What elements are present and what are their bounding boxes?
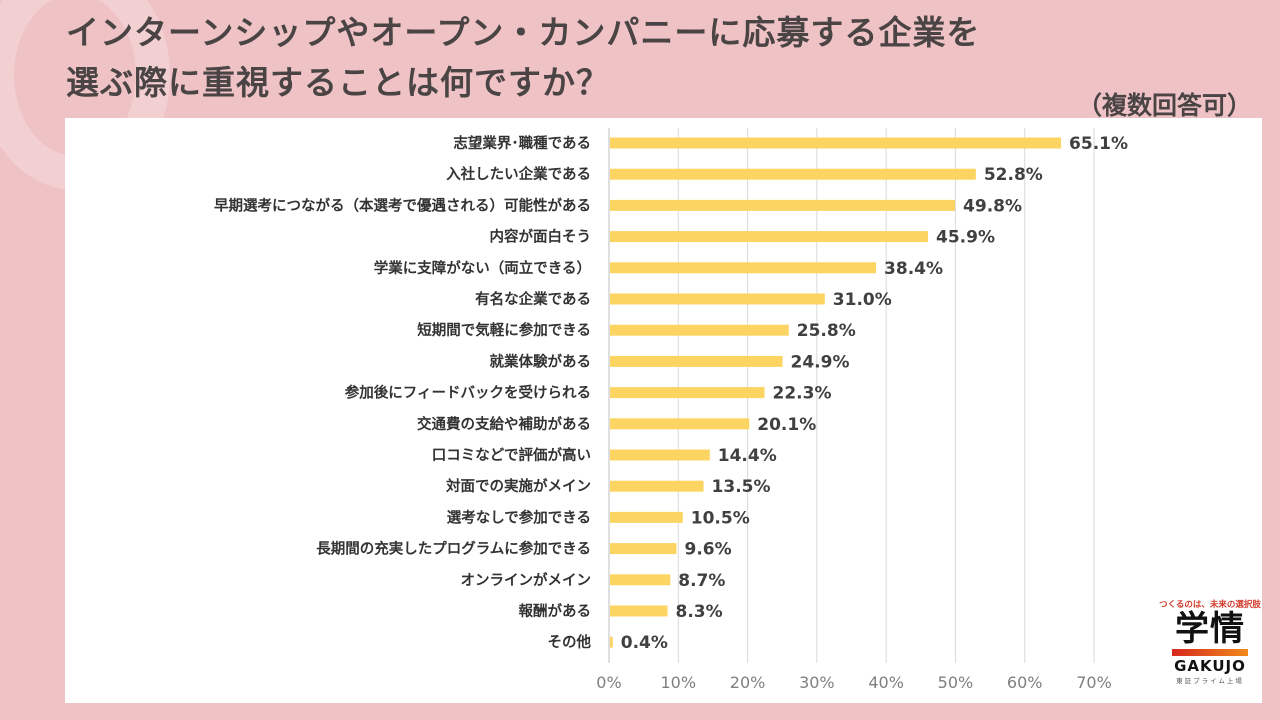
category-label: 入社したい企業である	[446, 165, 591, 183]
bar	[610, 387, 765, 399]
value-label: 65.1%	[1069, 134, 1128, 154]
category-label: 交通費の支給や補助がある	[417, 415, 591, 433]
bar	[610, 355, 783, 367]
category-label: 早期選考につながる（本選考で優遇される）可能性がある	[214, 196, 591, 214]
bar	[610, 543, 677, 555]
gakujo-logo: つくるのは、未来の選択肢 学情 GAKUJO 東証プライム上場	[1148, 598, 1272, 685]
logo-tagline: つくるのは、未来の選択肢	[1159, 600, 1261, 610]
x-tick-label: 30%	[799, 673, 835, 692]
category-label: 口コミなどで評価が高い	[432, 446, 591, 464]
bar	[610, 293, 825, 305]
bar-row: 口コミなどで評価が高い 14.4%	[432, 446, 777, 466]
value-label: 22.3%	[773, 384, 832, 404]
bar	[610, 636, 613, 648]
value-label: 9.6%	[685, 540, 732, 560]
bar-row: 交通費の支給や補助がある 20.1%	[417, 415, 816, 435]
bar	[610, 605, 668, 617]
value-label: 10.5%	[691, 508, 750, 528]
bar	[610, 480, 704, 492]
chart-panel: 0% 10% 20% 30% 40% 50% 60% 70% 志望業界･職種である 65.1% 入社…	[65, 118, 1262, 703]
logo-roman: GAKUJO	[1174, 657, 1246, 675]
value-label: 14.4%	[718, 446, 777, 466]
category-label: 内容が面白そう	[490, 228, 592, 246]
bar-row: 学業に支障がない（両立できる） 38.4%	[374, 259, 943, 279]
value-label: 31.0%	[833, 290, 892, 310]
multiple-answers-note: （複数回答可）	[1076, 91, 1252, 120]
value-label: 52.8%	[984, 165, 1043, 185]
value-label: 38.4%	[884, 259, 943, 279]
x-tick-label: 20%	[730, 673, 766, 692]
category-label: オンラインがメイン	[461, 571, 592, 589]
bar-row: 短期間で気軽に参加できる 25.8%	[417, 321, 855, 341]
value-label: 0.4%	[621, 633, 668, 653]
page-title: インターンシップやオープン・カンパニーに応募する企業を 選ぶ際に重視することは何…	[66, 8, 980, 108]
bar-row: 内容が面白そう 45.9%	[490, 228, 996, 248]
bar	[610, 199, 956, 211]
bar-chart: 0% 10% 20% 30% 40% 50% 60% 70% 志望業界･職種である 65.1% 入社…	[214, 128, 1128, 692]
logo-gradient-bar	[1172, 649, 1248, 656]
x-tick-label: 10%	[661, 673, 697, 692]
value-label: 8.7%	[678, 571, 725, 591]
x-tick-label: 50%	[938, 673, 974, 692]
bar	[610, 449, 710, 461]
bar-row: 有名な企業である 31.0%	[475, 290, 892, 310]
bar	[610, 137, 1062, 149]
logo-listing: 東証プライム上場	[1176, 677, 1244, 685]
category-label: 短期間で気軽に参加できる	[417, 321, 591, 339]
value-label: 20.1%	[757, 415, 816, 435]
category-label: 学業に支障がない（両立できる）	[374, 259, 591, 277]
value-label: 45.9%	[936, 228, 995, 248]
bar-row: 参加後にフィードバックを受けられる 22.3%	[345, 384, 832, 404]
value-label: 49.8%	[963, 196, 1022, 216]
bar	[610, 168, 976, 180]
category-label: 有名な企業である	[475, 290, 591, 308]
x-tick-label: 70%	[1076, 673, 1112, 692]
bar-row: 報酬がある 8.3%	[519, 602, 723, 622]
bar-row: 選考なしで参加できる 10.5%	[447, 508, 750, 528]
value-label: 25.8%	[797, 321, 856, 341]
bar	[610, 511, 683, 523]
bar-row: 志望業界･職種である 65.1%	[453, 134, 1128, 154]
value-label: 8.3%	[676, 602, 723, 622]
category-label: 報酬がある	[519, 602, 592, 620]
category-label: 対面での実施がメイン	[445, 477, 591, 495]
bar-row: その他 0.4%	[548, 633, 668, 653]
category-label: 長期間の充実したプログラムに参加できる	[316, 540, 591, 558]
bar-row: 就業体験がある 24.9%	[490, 352, 850, 372]
x-tick-label: 40%	[868, 673, 904, 692]
bar-row: 対面での実施がメイン 13.5%	[445, 477, 771, 497]
category-label: 志望業界･職種である	[453, 134, 591, 152]
category-label: 選考なしで参加できる	[447, 508, 591, 526]
category-label: その他	[548, 633, 592, 651]
bar-row: 入社したい企業である 52.8%	[446, 165, 1043, 185]
bar	[610, 262, 877, 274]
bar-row: オンラインがメイン 8.7%	[461, 571, 726, 591]
bar	[610, 574, 671, 586]
x-tick-label: 60%	[1007, 673, 1043, 692]
title-line-1: インターンシップやオープン・カンパニーに応募する企業を	[66, 13, 981, 52]
bar-row: 早期選考につながる（本選考で優遇される）可能性がある 49.8%	[214, 196, 1022, 216]
bar	[610, 231, 929, 243]
category-label: 就業体験がある	[490, 352, 592, 370]
bar-row: 長期間の充実したプログラムに参加できる 9.6%	[316, 540, 731, 560]
x-tick-label: 0%	[596, 673, 621, 692]
value-label: 13.5%	[712, 477, 771, 497]
title-line-2: 選ぶ際に重視することは何ですか？	[66, 63, 610, 102]
logo-kanji: 学情	[1175, 609, 1245, 649]
value-label: 24.9%	[791, 352, 850, 372]
bar	[610, 418, 750, 430]
bar	[610, 324, 789, 336]
category-label: 参加後にフィードバックを受けられる	[345, 384, 591, 402]
